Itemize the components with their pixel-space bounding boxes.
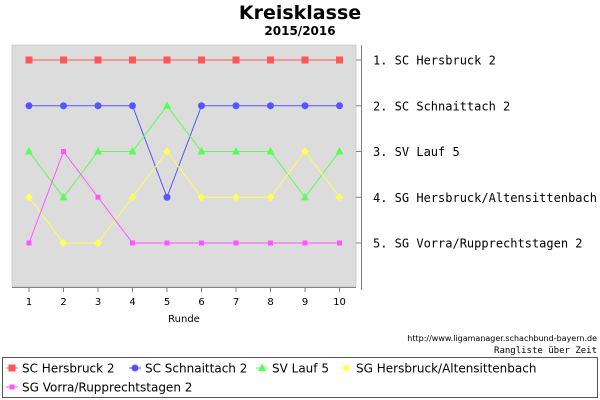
chart-title: Kreisklasse	[239, 2, 361, 24]
data-point-sg-hersbruck-altensittenbach	[59, 239, 68, 247]
legend-label: SV Lauf 5	[272, 362, 329, 376]
legend-item-sg-vorra-rupprechtstagen-2: SG Vorra/Rupprechtstagen 2	[6, 381, 192, 395]
data-point-sg-hersbruck-altensittenbach	[25, 193, 33, 202]
footer-caption: Rangliste über Zeit	[494, 346, 597, 356]
legend-swatch-marker	[131, 364, 139, 372]
series-lines	[28, 59, 340, 244]
data-point-sv-lauf-5	[232, 147, 240, 155]
data-point-sc-hersbruck-2	[267, 56, 274, 64]
legend-label: SG Vorra/Rupprechtstagen 2	[22, 381, 192, 395]
data-point-sg-vorra-rupprechtstagen-2	[233, 240, 239, 246]
data-point-sc-schnaittach-2	[267, 102, 274, 110]
data-point-sc-schnaittach-2	[129, 102, 136, 110]
data-point-sg-vorra-rupprechtstagen-2	[26, 240, 32, 246]
data-point-sg-hersbruck-altensittenbach	[335, 193, 344, 202]
series-line-sc-schnaittach-2	[29, 105, 340, 199]
data-point-sg-vorra-rupprechtstagen-2	[164, 240, 170, 246]
data-point-sc-hersbruck-2	[163, 56, 171, 64]
legend-item-sc-schnaittach-2: SC Schnaittach 2	[129, 362, 247, 376]
data-point-sg-vorra-rupprechtstagen-2	[199, 240, 204, 246]
data-point-sc-hersbruck-2	[198, 56, 205, 64]
rank-label: 5. SG Vorra/Rupprechtstagen 2	[373, 237, 583, 251]
x-tick-label: 8	[267, 297, 273, 308]
data-point-sv-lauf-5	[335, 147, 344, 155]
legend-box	[2, 357, 598, 398]
series-line-sg-vorra-rupprechtstagen-2	[28, 150, 340, 244]
x-tick-label: 3	[95, 297, 101, 308]
data-point-sv-lauf-5	[266, 147, 275, 155]
data-point-sg-hersbruck-altensittenbach	[163, 147, 171, 156]
data-point-sg-hersbruck-altensittenbach	[301, 147, 309, 156]
series-line-sg-hersbruck-altensittenbach	[28, 150, 340, 244]
y-axis-ticks: 1. SC Hersbruck 2 2. SC Schnaittach 2 3. S…	[356, 54, 597, 251]
chart-subtitle: 2015/2016	[264, 24, 335, 38]
data-point-sg-vorra-rupprechtstagen-2	[95, 194, 101, 200]
rank-label: 1. SC Hersbruck 2	[373, 54, 496, 68]
data-point-sc-schnaittach-2	[301, 102, 309, 110]
series-markers	[25, 56, 344, 247]
data-point-sv-lauf-5	[94, 147, 102, 155]
legend-label: SC Schnaittach 2	[145, 362, 247, 376]
data-point-sv-lauf-5	[197, 147, 206, 155]
data-point-sc-schnaittach-2	[94, 102, 102, 110]
legend: SC Hersbruck 2 SC Schnaittach 2 SV Lauf 5 S…	[6, 362, 536, 395]
footer-url[interactable]: http://www.ligamanager.schachbund-bayern…	[407, 334, 597, 343]
data-point-sc-schnaittach-2	[198, 102, 205, 110]
data-point-sg-vorra-rupprechtstagen-2	[268, 240, 273, 246]
x-tick-label: 7	[233, 297, 239, 308]
data-point-sg-vorra-rupprechtstagen-2	[337, 240, 342, 246]
legend-item-sc-hersbruck-2: SC Hersbruck 2	[6, 362, 115, 376]
data-point-sg-hersbruck-altensittenbach	[197, 193, 206, 202]
data-point-sg-hersbruck-altensittenbach	[128, 193, 137, 202]
x-tick-label: 4	[129, 297, 135, 308]
x-tick-label: 6	[198, 297, 204, 308]
data-point-sc-hersbruck-2	[60, 56, 67, 64]
data-point-sc-hersbruck-2	[301, 56, 309, 64]
rank-label: 3. SV Lauf 5	[373, 145, 460, 159]
legend-swatch-marker	[342, 364, 350, 372]
data-point-sc-schnaittach-2	[60, 102, 67, 110]
plot-area	[11, 44, 357, 288]
data-point-sg-vorra-rupprechtstagen-2	[130, 240, 135, 246]
legend-label: SC Hersbruck 2	[22, 362, 115, 376]
legend-item-sv-lauf-5: SV Lauf 5	[256, 362, 329, 376]
legend-item-sg-hersbruck-altensittenbach: SG Hersbruck/Altensittenbach	[340, 362, 536, 376]
data-point-sg-hersbruck-altensittenbach	[266, 193, 275, 202]
x-tick-label: 1	[26, 297, 32, 308]
legend-swatch-marker	[258, 363, 266, 371]
data-point-sg-vorra-rupprechtstagen-2	[302, 240, 308, 246]
x-tick-label: 2	[60, 297, 66, 308]
data-point-sc-schnaittach-2	[25, 102, 33, 110]
data-point-sc-hersbruck-2	[232, 56, 240, 64]
data-point-sv-lauf-5	[25, 147, 33, 155]
rank-label: 2. SC Schnaittach 2	[373, 99, 510, 113]
legend-swatch-marker	[8, 364, 16, 372]
data-point-sv-lauf-5	[163, 101, 171, 109]
data-point-sv-lauf-5	[59, 192, 68, 201]
data-point-sv-lauf-5	[128, 147, 137, 155]
legend-swatch-marker	[9, 384, 15, 390]
data-point-sc-hersbruck-2	[129, 56, 136, 64]
x-tick-label: 10	[333, 297, 346, 308]
x-axis-ticks: 1 2 3 4 5 6 7 8 9 10	[26, 287, 346, 308]
data-point-sv-lauf-5	[301, 192, 309, 201]
data-point-sc-hersbruck-2	[25, 56, 33, 64]
data-point-sc-hersbruck-2	[336, 56, 343, 64]
legend-label: SG Hersbruck/Altensittenbach	[356, 362, 536, 376]
data-point-sc-schnaittach-2	[336, 102, 343, 110]
data-point-sg-hersbruck-altensittenbach	[232, 193, 240, 202]
data-point-sc-schnaittach-2	[163, 193, 171, 201]
rank-label: 4. SG Hersbruck/Altensittenbach	[373, 191, 597, 205]
x-tick-label: 9	[302, 297, 308, 308]
data-point-sg-hersbruck-altensittenbach	[94, 239, 102, 247]
data-point-sc-schnaittach-2	[232, 102, 240, 110]
data-point-sc-hersbruck-2	[94, 56, 102, 64]
data-point-sg-vorra-rupprechtstagen-2	[61, 149, 66, 154]
x-tick-label: 5	[164, 297, 170, 308]
x-axis-label: Runde	[168, 314, 200, 325]
